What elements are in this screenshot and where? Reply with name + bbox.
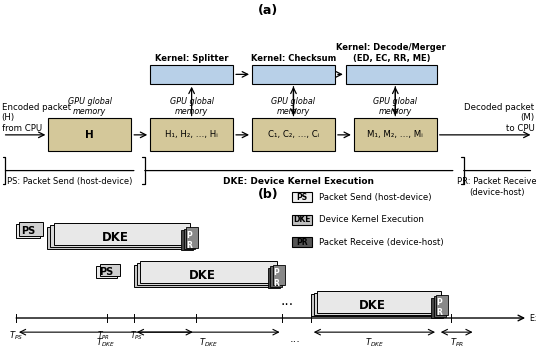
Text: (b): (b) xyxy=(258,187,278,201)
Text: Kernel: Checksum: Kernel: Checksum xyxy=(251,54,336,63)
Bar xyxy=(292,192,312,202)
Text: PS: PS xyxy=(21,226,35,236)
Bar xyxy=(292,237,312,247)
Text: PR: PR xyxy=(296,238,308,247)
Text: DKE: DKE xyxy=(189,269,216,282)
Bar xyxy=(268,268,280,288)
Bar xyxy=(100,264,120,276)
Bar xyxy=(50,225,187,247)
Text: M₁, M₂, …, Mᵢ: M₁, M₂, …, Mᵢ xyxy=(367,130,423,139)
Bar xyxy=(292,214,312,225)
Text: ...: ... xyxy=(289,334,300,344)
Text: Kernel: Splitter: Kernel: Splitter xyxy=(155,54,228,63)
Text: GPU global
memory: GPU global memory xyxy=(271,97,316,116)
Bar xyxy=(346,65,437,84)
Bar xyxy=(354,118,437,151)
Bar xyxy=(181,230,193,251)
Text: Encoded packet
(H)
from CPU: Encoded packet (H) from CPU xyxy=(2,103,71,133)
Bar xyxy=(186,227,198,247)
Text: $T_{PS}$: $T_{PS}$ xyxy=(9,329,23,342)
Text: (a): (a) xyxy=(258,4,278,16)
Text: Packet Send (host-device): Packet Send (host-device) xyxy=(319,193,431,201)
Text: C₁, C₂, …, Cᵢ: C₁, C₂, …, Cᵢ xyxy=(268,130,319,139)
Bar xyxy=(48,118,131,151)
Text: PS: PS xyxy=(100,267,114,277)
Bar xyxy=(273,265,285,285)
Text: H₁, H₂, …, Hᵢ: H₁, H₂, …, Hᵢ xyxy=(165,130,218,139)
Text: Device Kernel Execution: Device Kernel Execution xyxy=(319,215,424,224)
Text: DKE: DKE xyxy=(359,299,386,312)
Bar xyxy=(270,266,282,287)
Text: $T_{DKE}$: $T_{DKE}$ xyxy=(96,336,115,349)
Bar xyxy=(434,296,445,317)
Text: DKE: DKE xyxy=(102,231,129,244)
Bar xyxy=(150,118,233,151)
Bar xyxy=(314,292,437,314)
Bar xyxy=(252,65,335,84)
Text: DKE: Device Kernel Execution: DKE: Device Kernel Execution xyxy=(224,177,374,186)
Bar xyxy=(252,118,335,151)
Text: H: H xyxy=(85,130,94,140)
Bar xyxy=(183,229,195,249)
Text: Kernel: Decode/Merger
(ED, EC, RR, ME): Kernel: Decode/Merger (ED, EC, RR, ME) xyxy=(337,43,446,63)
Bar xyxy=(150,65,233,84)
Text: PS: Packet Send (host-device): PS: Packet Send (host-device) xyxy=(7,177,132,186)
Bar xyxy=(16,224,40,238)
Bar xyxy=(436,295,448,315)
Text: P
R: P R xyxy=(273,268,279,287)
Text: Execution Timeline: Execution Timeline xyxy=(530,313,536,323)
Text: PS: PS xyxy=(297,193,308,201)
Bar xyxy=(134,265,271,286)
Text: PR: Packet Receive
(device-host): PR: Packet Receive (device-host) xyxy=(457,177,536,197)
Bar xyxy=(47,227,184,249)
Bar xyxy=(311,294,434,317)
Text: ...: ... xyxy=(280,294,293,308)
Text: $T_{DKE}$: $T_{DKE}$ xyxy=(199,336,218,349)
Text: GPU global
memory: GPU global memory xyxy=(169,97,214,116)
Text: Packet Receive (device-host): Packet Receive (device-host) xyxy=(319,238,444,247)
Text: $T_{PS}$: $T_{PS}$ xyxy=(130,329,143,342)
Bar xyxy=(54,223,190,245)
Text: P
R: P R xyxy=(437,298,442,318)
Bar xyxy=(96,266,117,278)
Bar xyxy=(137,263,274,285)
Text: DKE: DKE xyxy=(294,215,311,224)
Text: GPU global
memory: GPU global memory xyxy=(373,97,418,116)
Text: $T_{PR}$: $T_{PR}$ xyxy=(98,329,110,342)
Text: Decoded packet
(M)
to CPU: Decoded packet (M) to CPU xyxy=(464,103,534,133)
Text: $T_{DKE}$: $T_{DKE}$ xyxy=(365,336,384,349)
Text: GPU global
memory: GPU global memory xyxy=(68,97,112,116)
Bar xyxy=(140,261,277,283)
Text: $T_{PR}$: $T_{PR}$ xyxy=(450,336,464,349)
Bar xyxy=(431,298,443,318)
Text: P
R: P R xyxy=(187,231,192,250)
Bar xyxy=(317,291,441,313)
Bar xyxy=(19,222,43,236)
